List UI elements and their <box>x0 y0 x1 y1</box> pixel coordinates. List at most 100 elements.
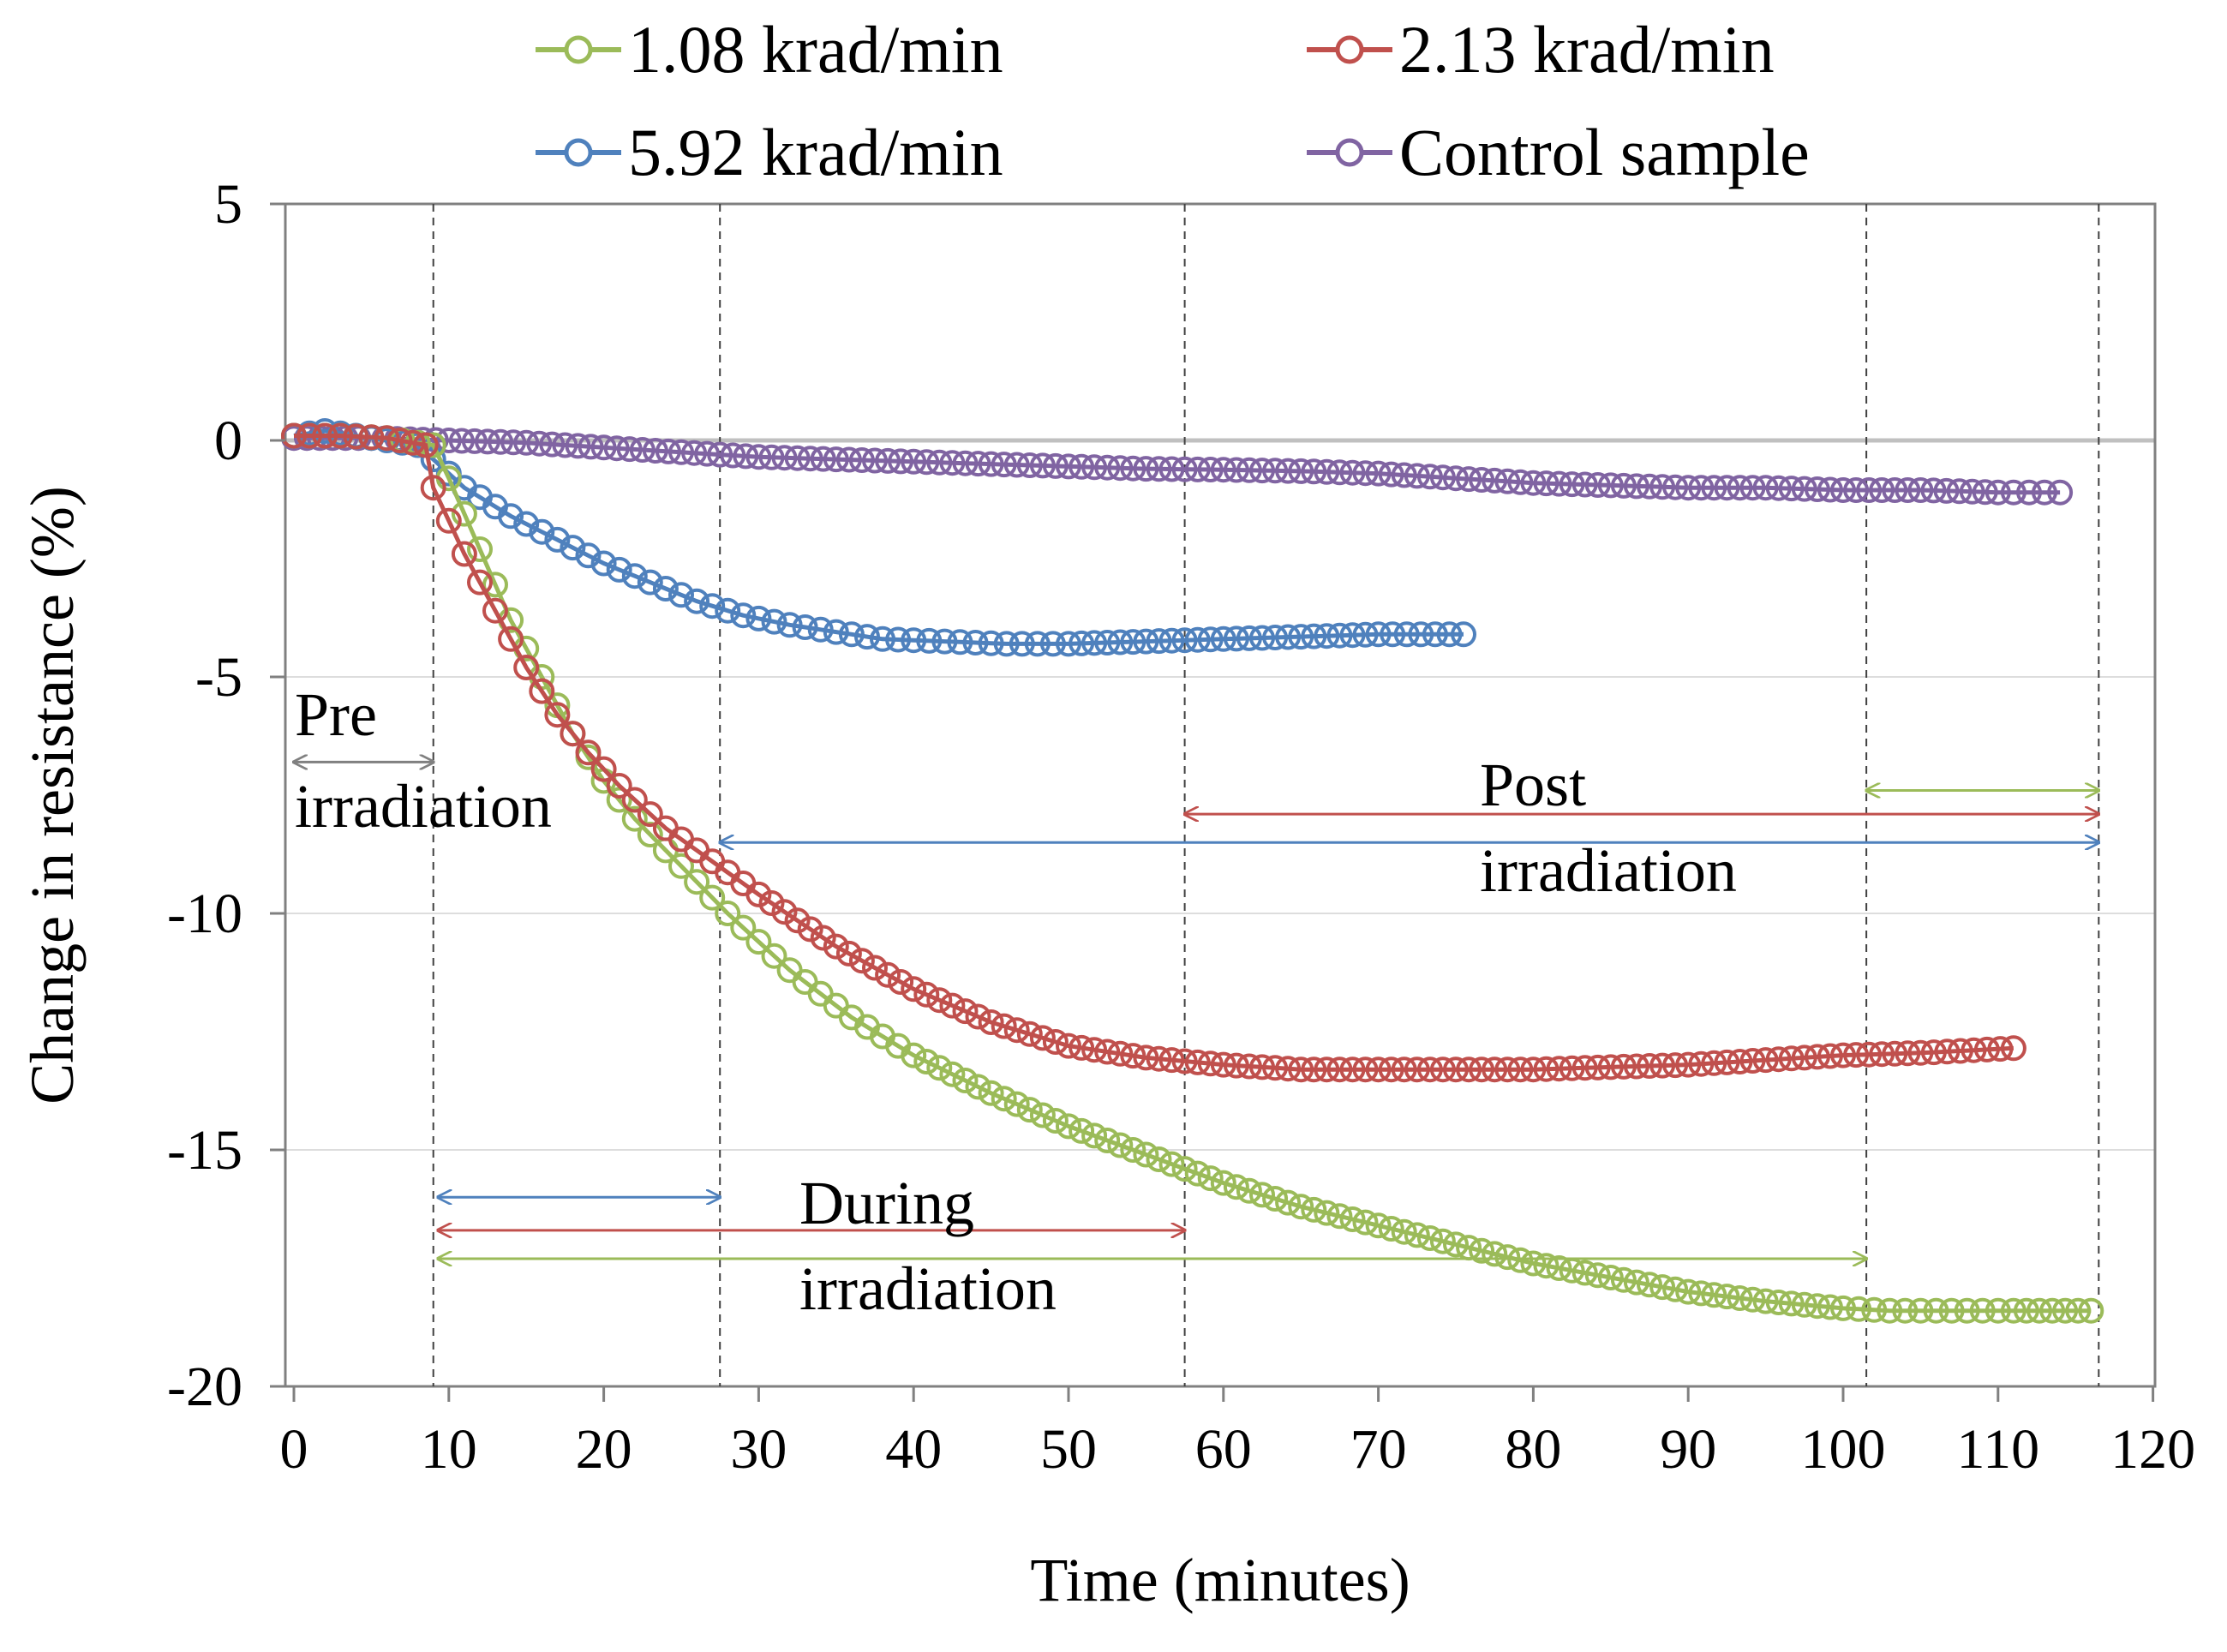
data-point <box>745 444 772 470</box>
data-point <box>1791 1044 1817 1071</box>
post-irradiation-label-line2: irradiation <box>1480 836 1737 905</box>
data-point <box>1752 1047 1779 1074</box>
data-point <box>1727 1049 1753 1074</box>
data-point <box>1907 477 1934 503</box>
data-point <box>1275 1056 1302 1082</box>
data-point <box>1649 1052 1676 1079</box>
data-point <box>668 853 694 879</box>
data-point <box>529 518 555 545</box>
data-point <box>1107 629 1134 655</box>
data-point <box>913 981 940 1008</box>
data-point <box>2000 1297 2026 1324</box>
data-point <box>637 801 663 828</box>
data-point <box>1469 1056 1495 1083</box>
data-point <box>606 787 632 813</box>
data-point <box>965 1074 991 1100</box>
data-point <box>327 422 354 449</box>
data-point <box>1003 1017 1030 1044</box>
data-point <box>1107 1040 1134 1067</box>
data-point <box>1107 1132 1134 1158</box>
data-point <box>1365 1056 1392 1083</box>
data-point <box>1429 464 1456 491</box>
data-point <box>1546 470 1572 497</box>
legend-marker <box>1335 138 1364 167</box>
data-point <box>1443 1056 1469 1083</box>
data-point <box>1597 1265 1624 1290</box>
data-point <box>1714 475 1740 501</box>
data-point <box>1688 475 1715 501</box>
data-point <box>962 630 989 655</box>
data-point <box>1533 1056 1559 1082</box>
data-point <box>1081 1037 1108 1063</box>
data-point <box>807 616 834 643</box>
data-point <box>1830 477 1856 503</box>
data-point <box>1649 1274 1676 1301</box>
y-tick-label: -5 <box>195 646 242 709</box>
data-point <box>1210 457 1236 483</box>
data-point <box>784 907 811 934</box>
data-point <box>552 432 578 458</box>
data-point <box>1352 621 1379 648</box>
data-point <box>1236 625 1262 651</box>
data-point <box>1339 459 1366 486</box>
data-point <box>590 550 617 577</box>
data-point <box>926 449 953 476</box>
data-point <box>1223 625 1249 652</box>
data-point <box>916 627 943 654</box>
data-point <box>616 436 643 463</box>
data-point <box>603 435 630 462</box>
data-point <box>1262 1055 1289 1081</box>
data-point <box>1739 1048 1766 1074</box>
legend-marker <box>564 35 593 64</box>
data-point <box>1146 1045 1172 1072</box>
data-point <box>1184 626 1211 653</box>
data-point <box>482 597 508 624</box>
legend-label: 5.92 krad/min <box>628 115 1003 189</box>
data-point <box>1009 631 1035 657</box>
data-point <box>1094 454 1121 481</box>
data-point <box>875 961 901 988</box>
data-point <box>810 446 836 472</box>
data-point <box>1933 477 1960 504</box>
data-point <box>1869 1041 1895 1068</box>
data-point <box>1339 1206 1366 1232</box>
data-point <box>1739 475 1766 501</box>
data-point <box>488 428 514 455</box>
data-point <box>1675 1278 1702 1305</box>
data-point <box>435 507 462 534</box>
data-point <box>1029 1025 1056 1051</box>
data-point <box>1469 467 1495 493</box>
data-point <box>529 678 555 704</box>
data-point <box>854 624 880 650</box>
data-point <box>848 948 875 974</box>
data-point <box>668 439 694 465</box>
data-point <box>1146 628 1172 655</box>
data-point <box>885 626 912 653</box>
data-point <box>1056 1113 1081 1140</box>
data-point <box>1436 621 1463 648</box>
data-point <box>965 451 991 477</box>
phase-lines <box>432 204 2100 1386</box>
data-point <box>1016 1021 1043 1047</box>
data-point <box>1727 1285 1753 1311</box>
data-point <box>1107 455 1134 482</box>
data-point <box>720 442 746 469</box>
data-point <box>1314 1200 1340 1226</box>
data-point <box>435 428 462 453</box>
x-tick-label: 40 <box>885 1418 942 1481</box>
data-point <box>1042 1029 1069 1055</box>
data-point <box>606 556 632 583</box>
data-point <box>947 629 973 655</box>
data-point <box>1954 1297 1980 1324</box>
data-point <box>1171 1156 1198 1182</box>
data-point <box>1507 1056 1534 1083</box>
data-point <box>1301 623 1327 649</box>
data-point <box>1249 1182 1275 1208</box>
data-point <box>642 438 668 464</box>
data-point <box>901 627 927 654</box>
data-point <box>1959 478 1985 505</box>
data-point <box>761 608 787 635</box>
data-point <box>1443 465 1469 492</box>
data-point <box>730 914 757 941</box>
